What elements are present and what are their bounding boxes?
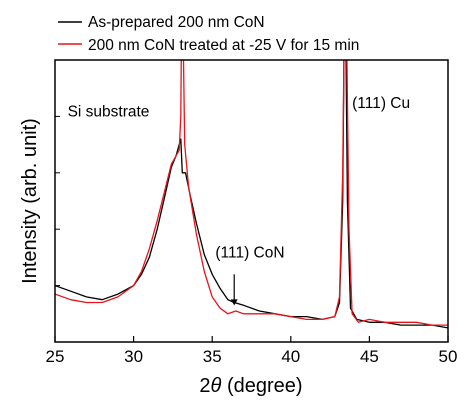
x-tick-label-30: 30: [124, 347, 143, 366]
series-line-as-prepared: [55, 60, 448, 329]
legend: As-prepared 200 nm CoN 200 nm CoN treate…: [58, 14, 359, 54]
con-peak-arrow-head: [230, 299, 238, 306]
x-axis-title: 2θ (degree): [199, 375, 302, 397]
x-axis-ticks: 25 30 35 40 45 50: [46, 115, 458, 366]
plot-frame: [54, 59, 449, 343]
x-axis-title-prefix: 2: [199, 375, 210, 397]
x-axis-title-suffix: (degree): [221, 375, 302, 397]
x-tick-label-45: 45: [360, 347, 379, 366]
x-tick-label-25: 25: [46, 347, 65, 366]
legend-label-as-prepared: As-prepared 200 nm CoN: [88, 14, 265, 31]
series-line-treated: [55, 60, 448, 326]
annotation-con-111: (111) CoN: [215, 244, 284, 261]
plot-area: 25 30 35 40 45 50 Si substrate (111) Cu (111)…: [46, 59, 458, 366]
y-axis-title: Intensity (arb. unit): [19, 118, 41, 284]
annotation-si-substrate: Si substrate: [68, 103, 150, 120]
x-tick-label-40: 40: [281, 347, 300, 366]
x-axis-title-symbol: θ: [211, 375, 222, 397]
x-tick-label-35: 35: [203, 347, 222, 366]
series-layer: [55, 60, 448, 329]
x-tick-label-50: 50: [439, 347, 458, 366]
legend-label-treated: 200 nm CoN treated at -25 V for 15 min: [88, 37, 359, 54]
annotation-cu-111: (111) Cu: [352, 95, 410, 112]
